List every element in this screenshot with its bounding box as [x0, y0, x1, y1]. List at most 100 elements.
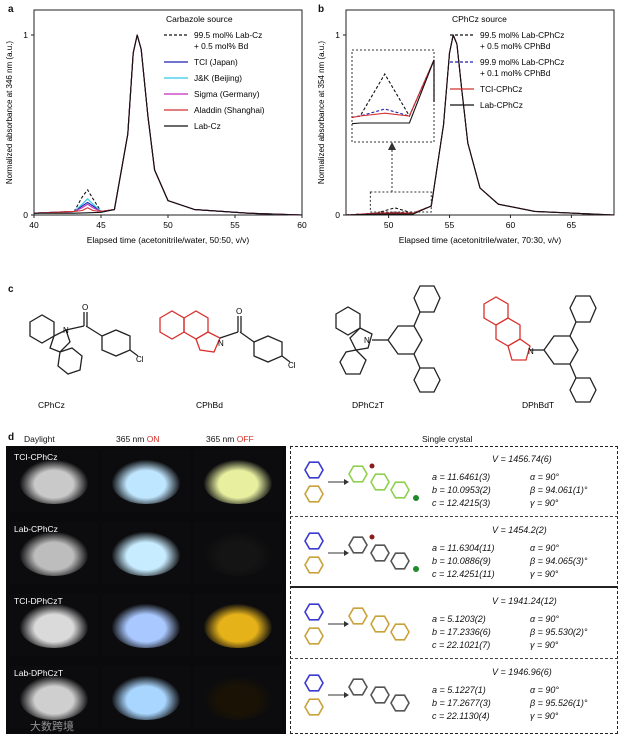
ring [370, 615, 390, 633]
cell-alpha: α = 90° [530, 543, 559, 553]
x-axis-label: Elapsed time (acetonitrile/water, 50:50,… [87, 235, 250, 245]
panel-label-a: a [8, 4, 14, 15]
powder-sample [204, 460, 272, 504]
powder-sample [112, 604, 180, 648]
inset-series-line [351, 59, 435, 125]
cell-volume: V = 1456.74(6) [492, 454, 552, 464]
structures-panel: .bd{stroke:#222;stroke-width:1.3;fill:no… [29, 285, 597, 410]
ring [304, 532, 324, 550]
ring [348, 465, 368, 483]
cell-a: a = 5.1203(2) [432, 614, 486, 624]
structure-label-cphbd: CPhBd [196, 400, 223, 410]
cell-volume: V = 1946.96(6) [492, 667, 552, 677]
transform-arrow-head [344, 550, 349, 556]
col-header-daylight: Daylight [24, 434, 55, 444]
cell-a: a = 11.6461(3) [432, 472, 491, 482]
dphbdt-structure [483, 295, 597, 403]
ring [304, 674, 324, 692]
x-axis-label: Elapsed time (acetonitrile/water, 70:30,… [399, 235, 562, 245]
photo-uv-on [102, 450, 190, 512]
atom-cl-1: Cl [136, 355, 144, 364]
ring [370, 686, 390, 704]
powder-sample [204, 604, 272, 648]
uv-on-word: ON [146, 434, 160, 444]
cell-alpha: α = 90° [530, 614, 559, 624]
ring [304, 556, 324, 574]
photo-day [10, 666, 98, 728]
cell-c: c = 12.4251(11) [432, 569, 495, 579]
photo-day [10, 594, 98, 656]
atom-n-1: N [63, 326, 69, 335]
cell-a: a = 5.1227(1) [432, 685, 486, 695]
plot-frame [345, 9, 615, 216]
cell-gamma: γ = 90° [530, 711, 559, 721]
crystal-box [290, 446, 618, 734]
photo-day [10, 450, 98, 512]
panel-label-b: b [318, 4, 325, 15]
photo-uv-on [102, 522, 190, 584]
x-tick-label: 50 [384, 220, 394, 230]
legend-entry: TCI (Japan) [194, 57, 238, 67]
x-tick-label: 50 [163, 220, 173, 230]
ring [304, 603, 324, 621]
ring [348, 678, 368, 696]
powder-sample [20, 676, 88, 720]
panel-label-d: d [8, 432, 15, 443]
crystal-divider-2 [290, 586, 618, 588]
legend-entry: Aladdin (Shanghai) [194, 105, 265, 115]
photo-uv-off [194, 522, 282, 584]
ring [370, 544, 390, 562]
uv-on-prefix: 365 nm [116, 434, 147, 444]
cell-volume: V = 1454.2(2) [492, 525, 547, 535]
cell-beta: β = 94.061(1)° [530, 485, 588, 495]
y-tick-label: 0 [23, 210, 28, 220]
cell-a: a = 11.6304(11) [432, 543, 495, 553]
inset-box [351, 49, 435, 143]
series-line [345, 34, 615, 216]
cell-b: b = 17.2677(3) [432, 698, 491, 708]
cell-beta: β = 95.530(2)° [530, 627, 588, 637]
atom-n-4: N [528, 347, 534, 356]
x-tick-label: 45 [96, 220, 106, 230]
transform-arrow-head [344, 692, 349, 698]
ring [304, 485, 324, 503]
uv-off-word: OFF [236, 434, 254, 444]
zoom-region [369, 191, 432, 213]
sample-label: TCI-CPhCz [14, 452, 58, 462]
legend-entry: + 0.5 mol% CPhBd [480, 41, 551, 51]
y-tick-label: 0 [335, 210, 340, 220]
x-tick-label: 60 [297, 220, 307, 230]
y-tick-label: 1 [23, 30, 28, 40]
atom-cl-2: Cl [288, 361, 296, 370]
chlorine-atom [413, 566, 419, 572]
x-tick-label: 55 [445, 220, 455, 230]
cell-alpha: α = 90° [530, 472, 559, 482]
crystal-divider-3 [290, 658, 618, 659]
ring [390, 481, 410, 499]
powder-sample [204, 532, 272, 576]
y-axis-label: Normalized absorbance at 354 nm (a.u.) [317, 41, 326, 185]
structure-label-dphbdt: DPhBdT [522, 400, 554, 410]
ring [304, 627, 324, 645]
chlorine-atom [413, 495, 419, 501]
x-tick-label: 60 [506, 220, 516, 230]
legend-entry: 99.9 mol% Lab-CPhCz [480, 57, 564, 67]
photo-day [10, 522, 98, 584]
cell-beta: β = 94.065(3)° [530, 556, 588, 566]
cphbd-structure [159, 310, 291, 363]
cell-c: c = 22.1130(4) [432, 711, 490, 721]
cell-gamma: γ = 90° [530, 498, 559, 508]
uv-off-prefix: 365 nm [206, 434, 237, 444]
col-header-uv-on: 365 nm ON [116, 434, 159, 444]
x-tick-label: 55 [230, 220, 240, 230]
cell-b: b = 10.0953(2) [432, 485, 491, 495]
photo-uv-off [194, 594, 282, 656]
legend-entry: 99.5 mol% Lab-CPhCz [480, 30, 564, 40]
sample-label: TCI-DPhCzT [14, 596, 63, 606]
sample-label: Lab-CPhCz [14, 524, 58, 534]
cphcz-structure [29, 312, 139, 375]
zoom-arrow-head [388, 142, 396, 150]
cell-alpha: α = 90° [530, 685, 559, 695]
crystal-structure-model [304, 603, 410, 645]
ring [348, 536, 368, 554]
